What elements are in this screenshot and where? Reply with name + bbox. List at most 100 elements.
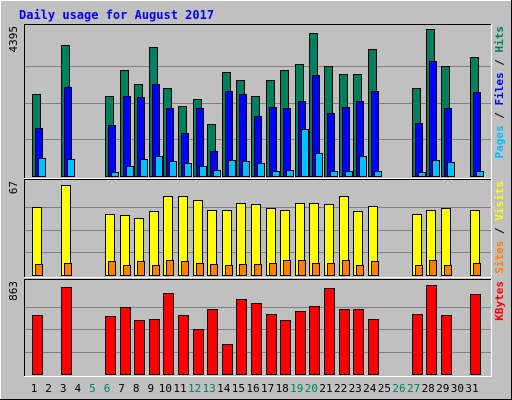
bar-kbytes	[280, 320, 291, 375]
bar-pages	[345, 171, 353, 177]
bar-sites	[312, 263, 320, 276]
bar-pages	[242, 161, 250, 177]
bar-pages	[330, 171, 338, 177]
bar-kbytes	[236, 299, 247, 375]
day-tick-label: 4	[74, 382, 81, 395]
bar-files	[371, 91, 379, 177]
bar-sites	[166, 260, 174, 276]
day-tick-label: 20	[305, 382, 318, 395]
bar-sites	[152, 265, 160, 276]
legend-entry: Sites	[493, 241, 506, 274]
bar-sites	[473, 263, 481, 276]
bar-kbytes	[470, 294, 481, 375]
day-tick-label: 28	[422, 382, 435, 395]
legend-entry: Pages	[493, 125, 506, 158]
legend-entry: KBytes	[493, 281, 506, 321]
panel-kbytes: 863 KBytes	[7, 279, 506, 377]
bar-pages	[418, 172, 426, 177]
bar-sites	[64, 263, 72, 276]
bar-files	[327, 113, 335, 177]
bar-pages	[38, 158, 46, 177]
bar-sites	[283, 260, 291, 276]
bar-pages	[301, 129, 309, 177]
bar-files	[429, 61, 437, 177]
bar-pages	[286, 170, 294, 177]
bar-pages	[432, 160, 440, 177]
day-tick-label: 9	[147, 382, 154, 395]
bar-pages	[228, 160, 236, 177]
bar-sites	[225, 265, 233, 276]
day-tick-label: 5	[89, 382, 96, 395]
bar-kbytes	[120, 307, 131, 375]
bar-sites	[356, 265, 364, 276]
panel-legend: Sites / Visits	[493, 181, 506, 274]
bar-kbytes	[266, 314, 277, 375]
bar-kbytes	[426, 285, 437, 375]
day-tick-label: 3	[60, 382, 67, 395]
bar-pages	[184, 163, 192, 177]
day-tick-label: 18	[276, 382, 289, 395]
day-tick-label: 16	[246, 382, 259, 395]
bar-sites	[108, 261, 116, 276]
bar-pages	[140, 159, 148, 177]
day-tick-label: 23	[349, 382, 362, 395]
bar-sites	[210, 264, 218, 276]
bar-sites	[123, 265, 131, 276]
bar-pages	[199, 166, 207, 177]
chart-title: Daily usage for August 2017	[19, 8, 214, 22]
bar-pages	[359, 156, 367, 177]
bar-pages	[447, 162, 455, 177]
bar-files	[473, 92, 481, 177]
bar-sites	[327, 263, 335, 276]
bar-files	[269, 107, 277, 177]
day-tick-label: 29	[436, 382, 449, 395]
day-tick-label: 2	[45, 382, 52, 395]
bar-files	[283, 108, 291, 177]
bar-files	[415, 123, 423, 177]
legend-entry: Visits	[493, 181, 506, 221]
bar-sites	[35, 264, 43, 276]
panel-max-label: 67	[7, 181, 20, 194]
panel-hits: 4395 Pages / Files / Hits	[7, 24, 506, 179]
legend-entry: /	[493, 53, 506, 73]
bar-pages	[155, 156, 163, 177]
bar-sites	[269, 263, 277, 276]
bar-kbytes	[149, 319, 160, 375]
bar-pages	[213, 170, 221, 177]
day-tick-label: 21	[319, 382, 332, 395]
bar-kbytes	[368, 319, 379, 375]
bar-pages	[169, 161, 177, 177]
bar-sites	[415, 265, 423, 276]
day-tick-label: 1	[31, 382, 38, 395]
bar-sites	[342, 260, 350, 276]
bar-sites	[429, 260, 437, 276]
day-tick-label: 24	[363, 382, 377, 395]
bar-files	[342, 107, 350, 177]
bar-kbytes	[178, 315, 189, 375]
panel-max-label: 4395	[7, 26, 20, 53]
day-tick-label: 14	[217, 382, 231, 395]
day-tick-label: 8	[133, 382, 140, 395]
day-tick-label: 31	[465, 382, 478, 395]
bar-visits	[61, 185, 71, 276]
bar-kbytes	[251, 303, 262, 375]
legend-entry: Hits	[493, 26, 506, 53]
bar-kbytes	[353, 309, 364, 375]
bar-pages	[272, 171, 280, 177]
bar-kbytes	[134, 320, 145, 375]
bar-pages	[374, 171, 382, 177]
day-tick-label: 26	[392, 382, 405, 395]
day-tick-label: 27	[407, 382, 420, 395]
bar-kbytes	[441, 315, 452, 375]
bar-kbytes	[339, 309, 350, 375]
bar-files	[123, 96, 131, 177]
bar-kbytes	[309, 306, 320, 375]
day-tick-label: 7	[118, 382, 125, 395]
bar-kbytes	[105, 316, 116, 375]
panel-legend: Pages / Files / Hits	[493, 26, 506, 159]
legend-entry: /	[493, 221, 506, 241]
bar-kbytes	[61, 287, 72, 375]
bar-sites	[137, 261, 145, 276]
day-tick-label: 22	[334, 382, 347, 395]
legend-entry: Files	[493, 72, 506, 105]
